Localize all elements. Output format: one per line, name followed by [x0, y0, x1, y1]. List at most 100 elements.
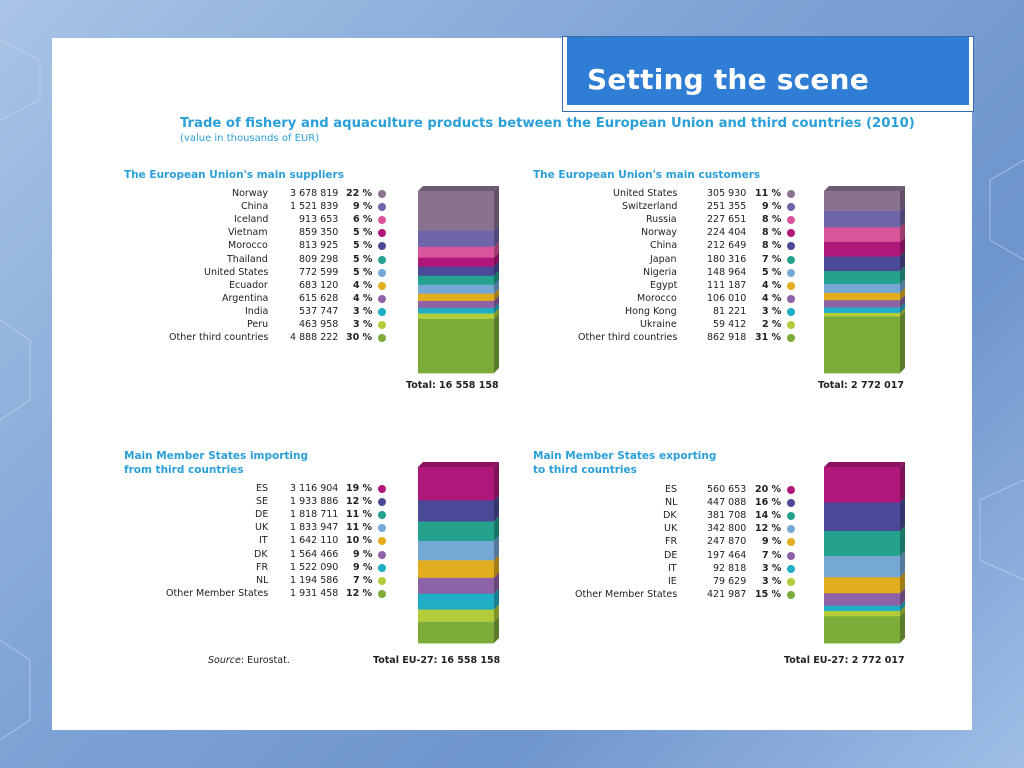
bar-segment-nigeria: [824, 283, 900, 294]
table-row: Ecuador 683 120 4 %: [0, 280, 386, 293]
row-label-other-third-countries: Other third countries: [578, 332, 678, 344]
bar-segment-hong-kong: [824, 307, 900, 314]
bar-side-united-states: [900, 186, 905, 212]
row-value: 862 918: [707, 332, 747, 344]
bar-side-nl: [494, 604, 499, 622]
table-row: NL 1 194 586 7 %: [0, 575, 386, 588]
bar-side-thailand: [494, 270, 499, 285]
bar-side-hong-kong: [900, 302, 905, 313]
legend-dot: [378, 498, 386, 507]
row-percent: 4 %: [762, 279, 782, 291]
importing-stacked-bar: [418, 462, 499, 644]
table-row: DE 197 464 7 %: [0, 550, 795, 563]
legend-dot: [787, 203, 795, 212]
bar-side-iceland: [494, 241, 499, 258]
legend-dot: [787, 321, 795, 329]
row-value: 81 221: [713, 305, 747, 317]
row-label-other-third-countries: Other third countries: [169, 332, 269, 344]
bar-side-other-third-countries: [900, 311, 905, 373]
table-row: Russia 227 651 8 %: [0, 214, 795, 227]
bar-side-egypt: [900, 287, 905, 301]
legend-dot: [787, 499, 795, 508]
table-row: IE 79 629 3 %: [0, 576, 795, 589]
panel-title-exporting: Main Member States exporting to third co…: [533, 449, 716, 477]
bar-segment-dk: [418, 577, 494, 595]
row-percent: 4 %: [353, 279, 373, 291]
legend-dot: [787, 216, 795, 225]
legend-dot: [787, 512, 795, 521]
row-percent: 12 %: [346, 496, 373, 508]
table-row: UK 1 833 947 11 %: [0, 522, 386, 535]
row-label-peru: Peru: [247, 319, 269, 330]
table-row: Japan 180 316 7 %: [0, 254, 795, 267]
row-value: 1 933 886: [290, 496, 339, 508]
bar-side-dk: [494, 572, 499, 594]
row-value: 1 564 466: [290, 548, 339, 560]
row-label-russia: Russia: [646, 214, 677, 226]
row-percent: 8 %: [762, 240, 782, 252]
legend-dot: [378, 307, 386, 316]
row-percent: 9 %: [353, 201, 373, 213]
row-label-ecuador: Ecuador: [229, 279, 268, 291]
bar-side-china: [494, 225, 499, 247]
legend-dot: [378, 216, 386, 225]
row-percent: 5 %: [353, 253, 373, 265]
row-value: 463 958: [299, 319, 339, 330]
bar-segment-china: [418, 230, 494, 248]
row-label-uk: UK: [664, 523, 678, 535]
row-value: 342 800: [707, 523, 747, 535]
bar-top: [824, 462, 905, 467]
row-value: 111 187: [707, 279, 747, 291]
row-percent: 9 %: [353, 548, 373, 560]
row-label-morocco: Morocco: [637, 292, 677, 304]
table-row: Argentina 615 628 4 %: [0, 293, 386, 306]
table-row: DK 381 708 14 %: [0, 510, 795, 523]
row-percent: 15 %: [755, 588, 782, 600]
row-value: 1 522 090: [290, 561, 339, 573]
bar-segment-norway: [824, 241, 900, 257]
bar-side-india: [494, 303, 499, 314]
row-value: 4 888 222: [290, 332, 339, 344]
bar-segment-peru: [418, 313, 494, 320]
table-row: United States 772 599 5 %: [0, 267, 386, 280]
table-row: IT 92 818 3 %: [0, 563, 795, 576]
row-value: 447 088: [707, 497, 747, 509]
table-row: Thailand 809 298 5 %: [0, 254, 386, 267]
row-value: 772 599: [299, 266, 339, 278]
legend-dot: [787, 551, 795, 560]
table-row: ES 560 653 20 %: [0, 484, 795, 497]
row-value: 683 120: [299, 279, 339, 291]
row-value: 197 464: [707, 549, 747, 561]
bar-side-peru: [494, 308, 499, 319]
bar-top: [418, 186, 499, 191]
bar-side-china: [900, 251, 905, 272]
table-row: United States 305 930 11 %: [0, 188, 795, 201]
panel-title-exporting-line-2: to third countries: [533, 464, 637, 476]
bar-segment-japan: [824, 271, 900, 285]
row-value: 79 629: [713, 575, 747, 587]
legend-dot: [378, 563, 386, 572]
row-label-other-member-states: Other Member States: [575, 588, 678, 600]
bar-segment-it: [824, 605, 900, 612]
table-row: Morocco 813 925 5 %: [0, 240, 386, 253]
legend-dot: [787, 564, 795, 573]
bar-segment-de: [824, 593, 900, 607]
row-value: 615 628: [299, 292, 339, 304]
bar-segment-uk: [418, 540, 494, 561]
row-percent: 7 %: [353, 574, 373, 586]
row-percent: 5 %: [353, 240, 373, 252]
row-value: 1 521 839: [290, 201, 339, 213]
row-percent: 7 %: [762, 253, 782, 265]
bar-segment-ie: [824, 611, 900, 617]
row-percent: 4 %: [353, 292, 373, 304]
table-row: Other Member States 1 931 458 12 %: [0, 588, 386, 601]
legend-dot: [787, 577, 795, 586]
table-row: DK 1 564 466 9 %: [0, 549, 386, 562]
legend-dot: [787, 190, 795, 198]
bar-side-uk: [900, 550, 905, 578]
row-value: 212 649: [707, 240, 747, 252]
row-percent: 3 %: [353, 319, 373, 330]
bar-segment-china: [824, 256, 900, 272]
row-label-thailand: Thailand: [227, 253, 268, 265]
